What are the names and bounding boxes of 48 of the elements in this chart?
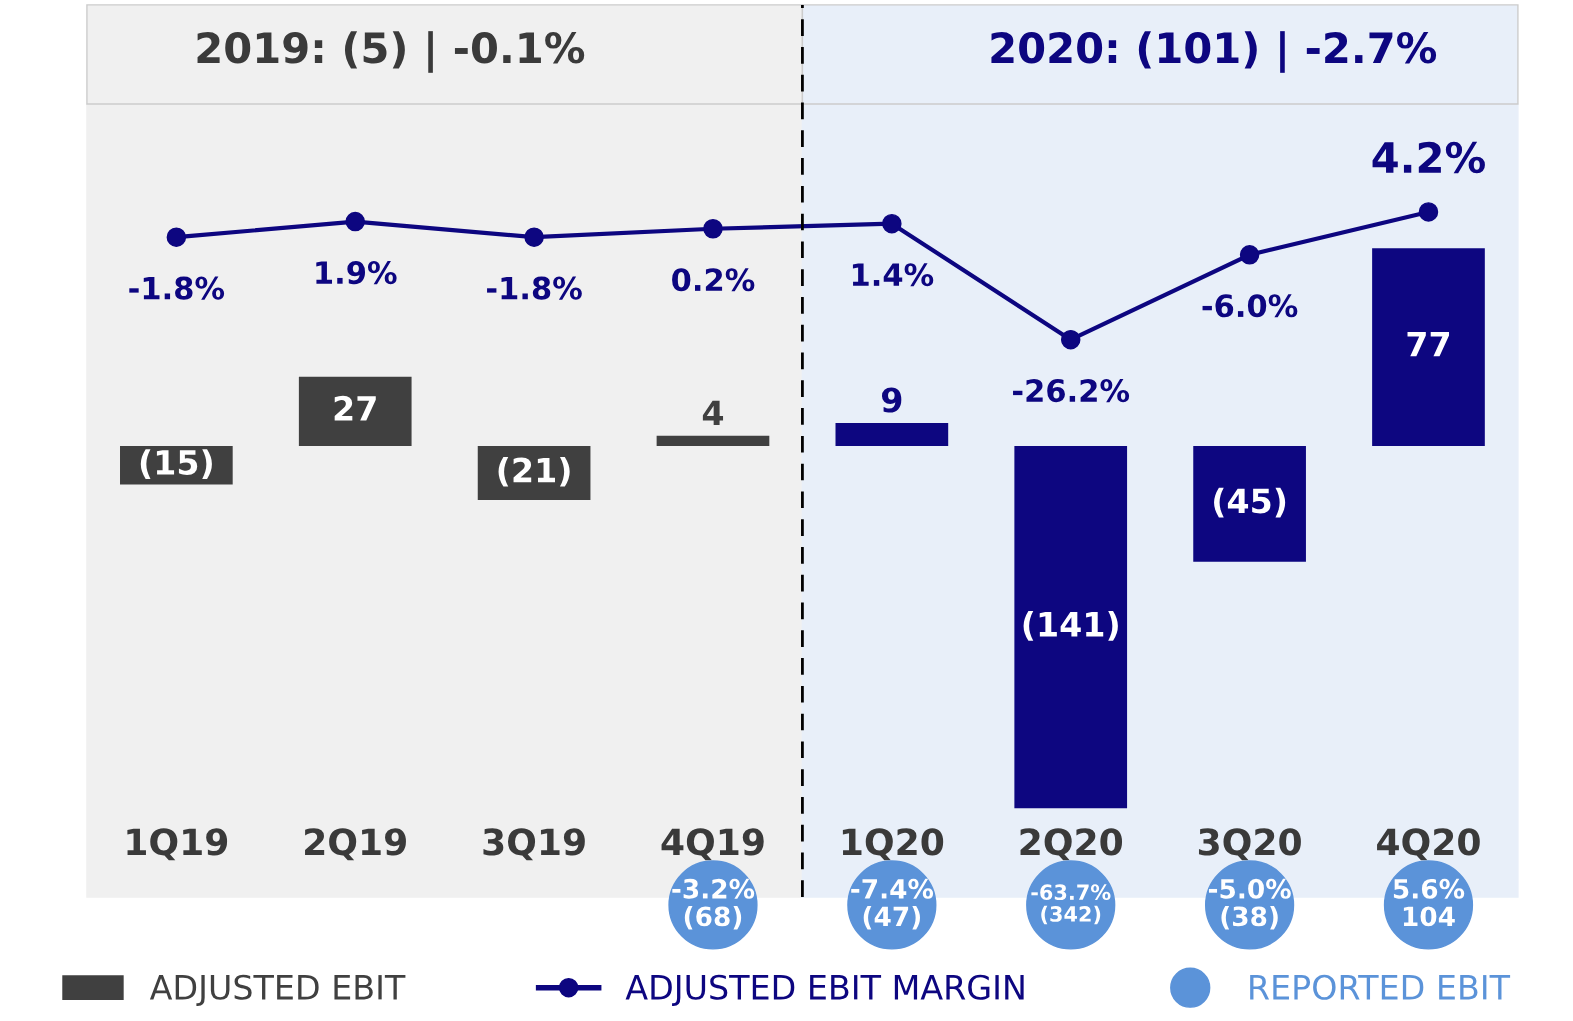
point [1418, 202, 1439, 222]
legend-label: REPORTED EBIT [1250, 974, 1511, 1000]
bar [656, 435, 770, 447]
point [1239, 245, 1260, 265]
data-label: 1.9% [316, 261, 397, 285]
bar [1372, 248, 1485, 447]
data-label: 27 [334, 395, 376, 421]
point [882, 213, 902, 234]
bar [1014, 446, 1128, 809]
legend-label: ADJUSTED EBIT [149, 974, 406, 1007]
data-label: 4.2% [1372, 141, 1485, 174]
data-label: -6.0% [1202, 294, 1298, 318]
point [524, 227, 544, 247]
text: -7.4% (47) [851, 878, 934, 930]
band-label: 2020: (101) | -2.7% [991, 31, 1437, 73]
x-tick-label: 2Q19 [305, 828, 406, 861]
data-label: -26.2% [1013, 379, 1130, 403]
point [166, 227, 187, 247]
data-label: 77 [1407, 331, 1450, 357]
band-label: 2019: (5) | -0.1% [197, 31, 585, 73]
bar [298, 376, 412, 447]
data-label: 9 [881, 387, 902, 413]
bar [1193, 446, 1306, 562]
x-tick-label: 3Q19 [483, 828, 585, 861]
x-tick-label: 1Q20 [842, 828, 944, 861]
text: -63.7% (342) [1031, 884, 1111, 925]
data-label: 4 [702, 400, 724, 425]
point [345, 211, 365, 232]
x-tick-label: 3Q20 [1198, 828, 1301, 861]
data-label: -1.8% [487, 276, 582, 300]
x-tick-label: 2Q20 [1020, 828, 1123, 861]
bar [835, 422, 949, 447]
text: 5.6% 104 [1393, 878, 1465, 927]
x-tick-label: 4Q20 [1377, 828, 1480, 861]
text: -3.2% (68) [672, 878, 755, 930]
data-label: 1.4% [852, 263, 934, 287]
data-label: (45) [1214, 487, 1286, 518]
data-label: 0.2% [672, 268, 755, 292]
legend-label: ADJUSTED EBIT MARGIN [625, 974, 1024, 1007]
point [703, 218, 723, 239]
data-label: (21) [498, 456, 570, 487]
data-label: -1.8% [129, 276, 225, 300]
data-label: (15) [140, 449, 212, 479]
point [1060, 329, 1081, 350]
x-tick-label: 4Q19 [661, 828, 764, 861]
text: -5.0% (38) [1208, 878, 1291, 930]
data-label: (141) [1023, 611, 1118, 641]
x-tick-label: 1Q19 [127, 828, 228, 861]
